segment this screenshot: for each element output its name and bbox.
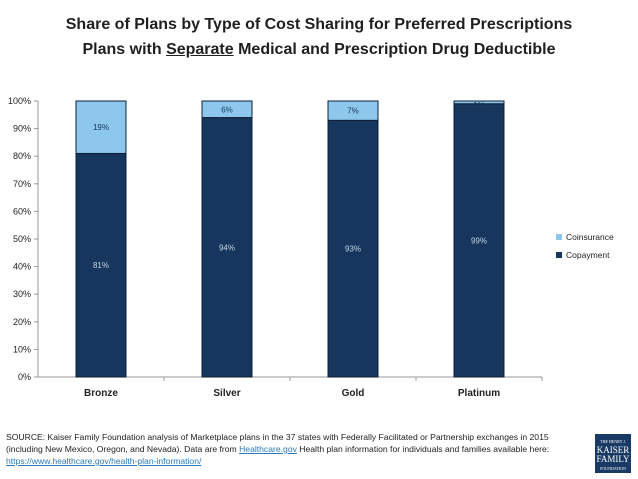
- y-tick-label: 100%: [8, 96, 31, 106]
- data-label: 81%: [93, 261, 109, 270]
- legend-label-copayment: Copayment: [566, 250, 610, 260]
- title-underlined: Separate: [166, 41, 234, 58]
- source-text: Health plan information for individuals …: [296, 444, 550, 454]
- kff-logo: THE HENRY J. KAISER FAMILY FOUNDATION: [595, 434, 631, 473]
- bar-coinsurance-gold: [327, 100, 379, 121]
- y-tick-label: 30%: [13, 289, 31, 299]
- data-label: 99%: [471, 236, 487, 245]
- y-tick-label: 90%: [13, 124, 31, 134]
- chart-title-line2: Plans with Separate Medical and Prescrip…: [0, 41, 638, 59]
- legend-swatch-coinsurance: [556, 234, 562, 240]
- health-plan-info-link[interactable]: https://www.healthcare.gov/health-plan-i…: [6, 456, 202, 466]
- y-tick-label: 50%: [13, 234, 31, 244]
- y-tick-label: 70%: [13, 179, 31, 189]
- data-label: 6%: [221, 105, 233, 114]
- bar-coinsurance-platinum: [453, 100, 505, 105]
- chart-title-line1: Share of Plans by Type of Cost Sharing f…: [65, 16, 573, 33]
- source-note: SOURCE: Kaiser Family Foundation analysi…: [6, 431, 586, 467]
- y-tick-label: 10%: [13, 344, 31, 354]
- data-label: 7%: [347, 107, 359, 116]
- x-tick-label: Platinum: [458, 388, 500, 399]
- y-tick-label: 80%: [13, 151, 31, 161]
- legend-swatch-copayment: [556, 252, 562, 258]
- y-tick-label: 20%: [13, 317, 31, 327]
- bar-copayment-gold: [327, 119, 379, 378]
- title-text: Medical and Prescription Drug Deductible: [233, 41, 556, 58]
- x-tick-label: Bronze: [84, 388, 118, 399]
- bar-coinsurance-silver: [201, 100, 253, 119]
- bar-copayment-silver: [201, 117, 253, 378]
- y-tick-label: 40%: [13, 262, 31, 272]
- legend-label-coinsurance: Coinsurance: [566, 232, 614, 242]
- data-label: 93%: [345, 245, 361, 254]
- y-tick-label: 0%: [18, 372, 31, 382]
- x-tick-label: Gold: [342, 388, 365, 399]
- data-label: 1%: [473, 101, 485, 110]
- stacked-bar-chart: 0% 10% 20% 30% 40% 50% 60% 70% 80% 90% 100% Bronze 8…: [8, 96, 614, 399]
- y-tick-label: 60%: [13, 206, 31, 216]
- title-text: Plans with: [82, 41, 167, 58]
- data-label: 19%: [93, 123, 109, 132]
- x-tick-label: Silver: [213, 388, 240, 399]
- bar-coinsurance-bronze: [75, 100, 127, 154]
- healthcare-gov-link[interactable]: Healthcare.gov: [239, 444, 297, 454]
- source-text: SOURCE: Kaiser Family Foundation analysi…: [6, 432, 549, 454]
- data-label: 94%: [219, 243, 235, 252]
- bar-copayment-platinum: [453, 103, 505, 378]
